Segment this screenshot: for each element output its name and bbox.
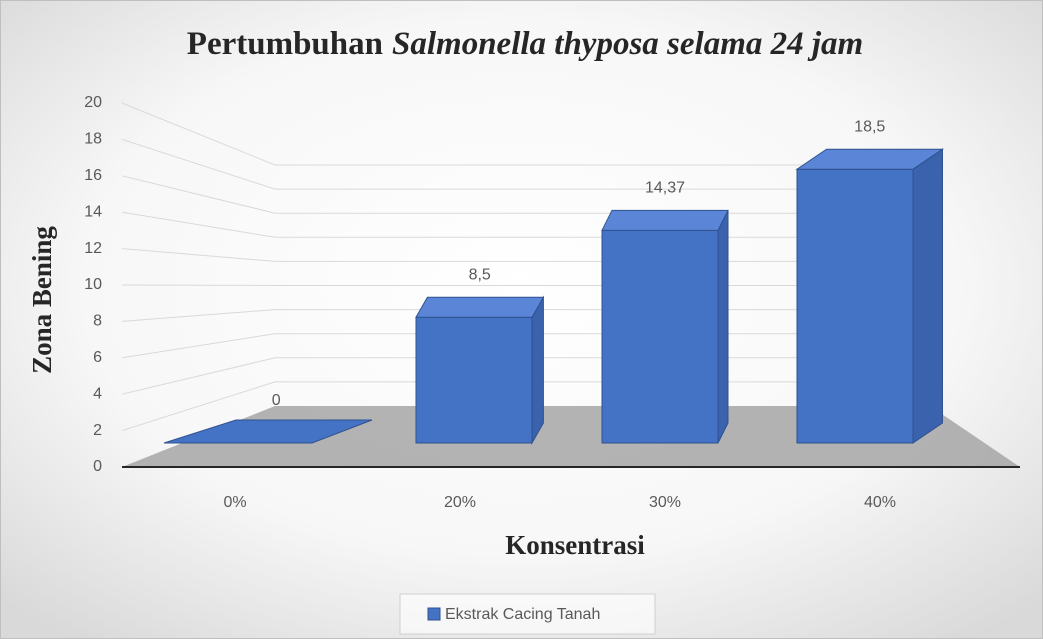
bar: [415, 295, 545, 445]
y-tick-label: 2: [93, 422, 102, 439]
bar-side: [912, 148, 943, 444]
chart-title: Pertumbuhan Salmonella thyposa selama 24 …: [187, 26, 863, 62]
y-axis-title: Zona Bening: [27, 226, 57, 374]
title-regular: Pertumbuhan: [187, 26, 383, 62]
bar-top: [415, 296, 545, 318]
y-tick-label: 6: [93, 349, 102, 366]
bar-side: [531, 295, 544, 445]
y-tick-label: 0: [93, 458, 102, 475]
y-tick-label: 16: [84, 167, 102, 184]
grid-line: [121, 138, 930, 190]
legend-swatch: [427, 607, 441, 621]
value-label: 8,5: [469, 266, 491, 283]
grid-line: [121, 102, 930, 166]
y-tick-label: 4: [93, 385, 102, 402]
bar-top: [601, 209, 729, 231]
x-tick-label: 0%: [223, 494, 246, 511]
legend: [399, 593, 656, 635]
bar-top: [163, 419, 373, 444]
title-italic: Salmonella thyposa selama 24 jam: [392, 26, 863, 62]
bar: [601, 209, 729, 444]
x-tick-label: 40%: [864, 494, 896, 511]
bar: [163, 419, 373, 444]
bar-side: [717, 210, 729, 444]
legend-label: Ekstrak Cacing Tanah: [445, 606, 600, 623]
value-label: 0: [272, 392, 281, 409]
bar-front: [796, 168, 914, 444]
value-label: 14,37: [645, 180, 685, 197]
y-tick-label: 14: [84, 203, 102, 220]
y-tick-label: 8: [93, 313, 102, 330]
value-label: 18,5: [854, 118, 885, 135]
x-axis-title: Konsentrasi: [505, 530, 645, 560]
y-tick-label: 18: [84, 131, 102, 148]
bar-front: [601, 229, 719, 444]
bar-top: [795, 148, 945, 170]
y-tick-label: 10: [84, 276, 102, 293]
y-tick-label: 12: [84, 240, 102, 257]
bar-front: [415, 316, 533, 444]
y-tick-label: 20: [84, 94, 102, 111]
x-tick-label: 30%: [649, 494, 681, 511]
x-tick-label: 20%: [444, 494, 476, 511]
bar: [795, 148, 945, 444]
